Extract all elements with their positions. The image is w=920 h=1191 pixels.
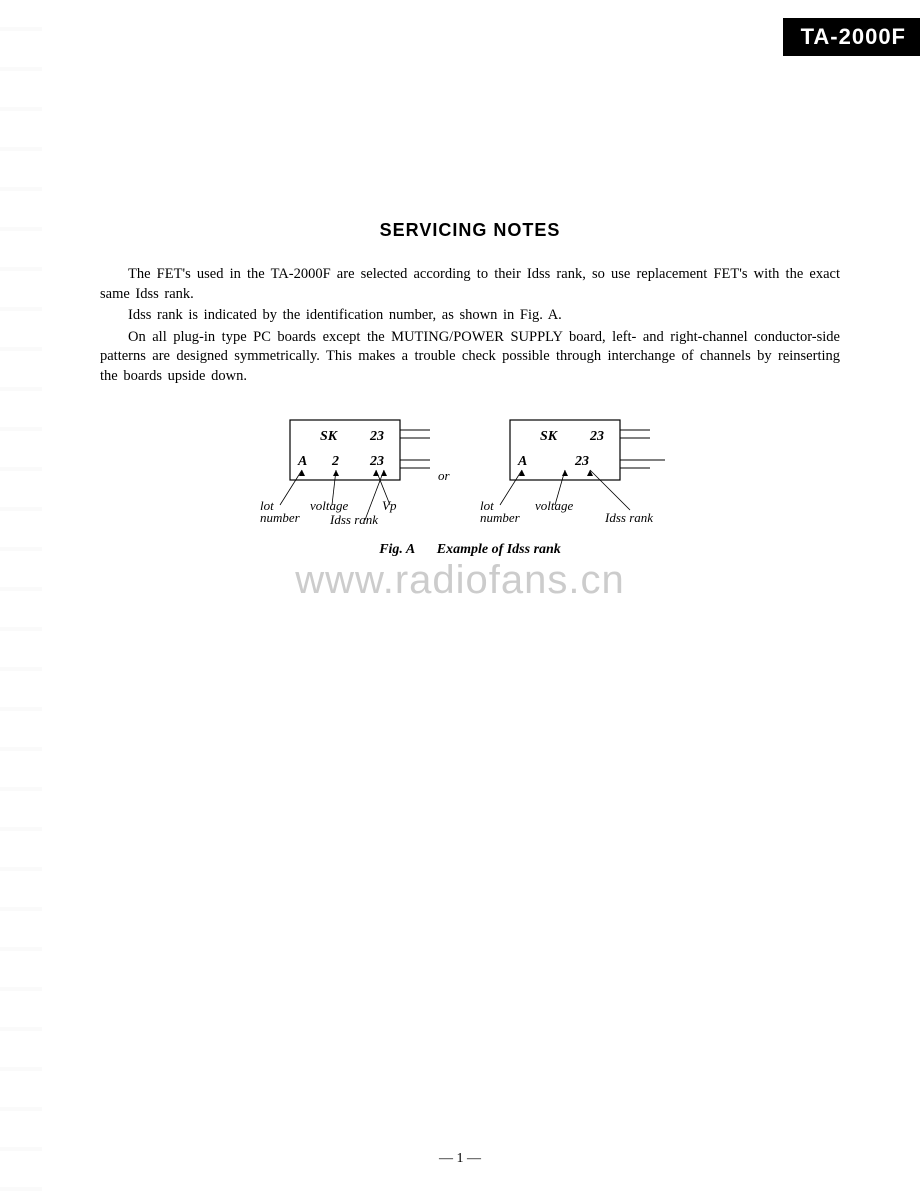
figure-caption-text: Example of Idss rank bbox=[437, 542, 561, 557]
figure-caption: Fig. A Example of Idss rank bbox=[100, 542, 840, 558]
fet-left-idss: Idss rank bbox=[329, 512, 378, 527]
fet-left-sk: SK bbox=[320, 429, 339, 444]
fet-left-botnum: 23 bbox=[369, 454, 384, 469]
content-block: SERVICING NOTES The FET's used in the TA… bbox=[100, 220, 840, 388]
fet-right-voltage: voltage bbox=[535, 498, 573, 513]
fet-left-topnum: 23 bbox=[369, 429, 384, 444]
fet-right-topnum: 23 bbox=[589, 429, 604, 444]
fet-left-voltage: voltage bbox=[310, 498, 348, 513]
paragraph-2-text: Idss rank is indicated by the identifica… bbox=[128, 307, 562, 323]
fet-left-number: number bbox=[260, 510, 301, 525]
fet-right-number: number bbox=[480, 510, 521, 525]
fet-right-sk: SK bbox=[540, 429, 559, 444]
watermark-text: www.radiofans.cn bbox=[0, 558, 920, 603]
model-badge: TA-2000F bbox=[783, 18, 920, 56]
paragraph-3: On all plug-in type PC boards except the… bbox=[100, 328, 840, 387]
fet-left-two: 2 bbox=[331, 454, 339, 469]
page-title: SERVICING NOTES bbox=[100, 220, 840, 241]
figure-caption-label: Fig. A bbox=[379, 542, 415, 557]
fet-right-botnum: 23 bbox=[574, 454, 589, 469]
paragraph-2: Idss rank is indicated by the identifica… bbox=[100, 306, 840, 326]
fet-diagram-right: SK 23 A 23 lot number voltage Idss rank bbox=[480, 410, 700, 540]
page-number: — 1 — bbox=[0, 1151, 920, 1167]
figure-or-label: or bbox=[438, 468, 450, 484]
fet-left-vp: Vp bbox=[382, 498, 397, 513]
paragraph-3-text: On all plug-in type PC boards except the… bbox=[100, 329, 840, 384]
fet-right-a: A bbox=[517, 454, 527, 469]
paragraph-1: The FET's used in the TA-2000F are selec… bbox=[100, 265, 840, 304]
fet-left-a: A bbox=[297, 454, 307, 469]
paragraph-1-text: The FET's used in the TA-2000F are selec… bbox=[100, 266, 840, 302]
fet-right-idss: Idss rank bbox=[604, 510, 653, 525]
fet-diagram-left: SK 23 A 2 23 lot number voltage Vp Idss … bbox=[260, 410, 460, 540]
